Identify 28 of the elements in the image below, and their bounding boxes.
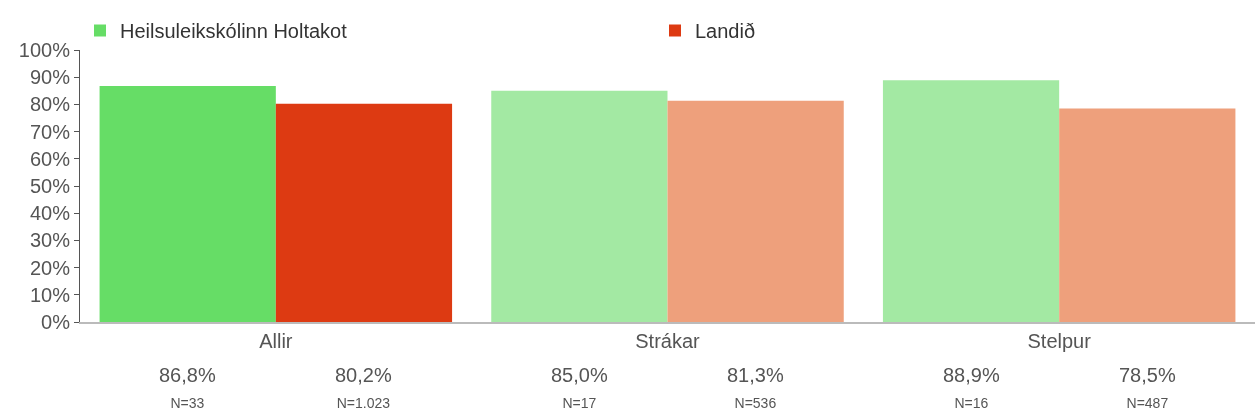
y-tick-label: 20% [29, 256, 71, 279]
data-label: 80,2% N=1.023 [335, 364, 392, 411]
data-label: 81,3% N=536 [727, 364, 784, 411]
y-tick-label: 70% [29, 120, 71, 143]
bar [275, 103, 453, 322]
data-label: 86,8% N=33 [159, 364, 216, 411]
y-tick-label: 40% [29, 202, 71, 225]
data-label: 78,5% N=487 [1119, 364, 1176, 411]
bar [1059, 108, 1236, 322]
y-tick-label: 80% [29, 93, 71, 116]
y-tick-label: 30% [29, 229, 71, 252]
data-label: 88,9% N=16 [943, 364, 1000, 411]
x-tick-label: Strákar [635, 330, 701, 352]
y-tick-label: 0% [41, 311, 71, 333]
legend-label: Heilsuleikskólinn Holtakot [120, 20, 348, 43]
bar [667, 100, 844, 322]
bar [99, 85, 276, 322]
y-tick-label: 60% [29, 147, 71, 170]
y-tick-label: 100% [18, 39, 71, 61]
legend-label: Landið [695, 20, 756, 43]
x-tick-label: Allir [259, 330, 293, 352]
bar [882, 80, 1060, 322]
y-tick-label: 10% [29, 283, 71, 306]
y-tick-label: 50% [29, 175, 71, 197]
bar [491, 90, 668, 322]
x-tick-label: Stelpur [1027, 330, 1092, 352]
data-label: 85,0% N=17 [551, 364, 608, 411]
y-tick-label: 90% [29, 66, 71, 89]
